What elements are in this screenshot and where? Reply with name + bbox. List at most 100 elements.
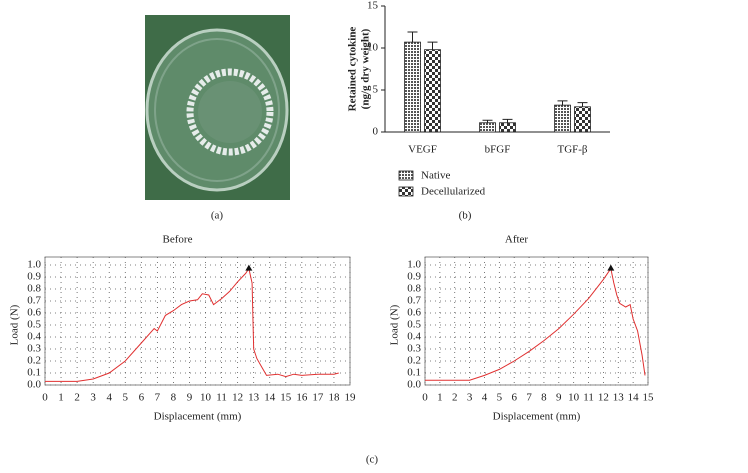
y-tick-label: 0.7: [27, 295, 41, 307]
bar: [554, 104, 571, 133]
x-tick-label: 7: [526, 392, 532, 404]
error-bar: [482, 119, 493, 123]
y-tick-label: 0.6: [407, 307, 421, 319]
y-tick-label: 10: [367, 42, 379, 54]
x-tick-label: 8: [171, 392, 177, 404]
x-tick-label: 14: [264, 392, 276, 404]
y-tick-label: 0.8: [407, 283, 421, 295]
photo: [145, 15, 290, 200]
x-tick-label: 8: [541, 392, 547, 404]
load-curve: [45, 267, 339, 382]
panel-label: (c): [366, 454, 379, 466]
bar: [574, 106, 591, 133]
x-tick-label: 11: [216, 392, 227, 404]
x-axis-label: Displacement (mm): [154, 411, 242, 423]
x-tick-label: TGF-β: [557, 144, 587, 156]
y-tick-label: 0: [373, 126, 379, 138]
panel-label: (a): [211, 210, 224, 222]
y-tick-label: 1.0: [27, 259, 41, 271]
y-tick-label: 0.7: [407, 295, 421, 307]
error-bar: [502, 118, 513, 123]
x-tick-label: 10: [200, 392, 212, 404]
legend-label: Decellularized: [421, 186, 486, 198]
x-tick-label: 5: [123, 392, 129, 404]
y-tick-label: 0.6: [27, 307, 41, 319]
x-tick-label: bFGF: [485, 144, 511, 156]
y-tick-label: 1.0: [407, 259, 421, 271]
y-tick-label: 0.4: [407, 331, 421, 343]
x-tick-label: 2: [452, 392, 458, 404]
y-tick-label: 0.8: [27, 283, 41, 295]
x-tick-label: 12: [232, 392, 243, 404]
y-tick-label: 0.3: [27, 343, 41, 355]
x-tick-label: 13: [613, 392, 625, 404]
x-tick-label: 3: [467, 392, 473, 404]
plot-frame: [44, 256, 351, 386]
x-tick-label: 4: [106, 392, 112, 404]
x-tick-label: 9: [187, 392, 193, 404]
y-tick-label: 0.2: [27, 355, 41, 367]
error-bar: [427, 41, 438, 50]
x-tick-label: VEGF: [408, 144, 437, 156]
y-tick-label: 0.4: [27, 331, 41, 343]
x-tick-label: 5: [497, 392, 503, 404]
y-axis-label: (ng/g dry weight): [360, 28, 372, 109]
x-tick-label: 3: [90, 392, 96, 404]
chart-title: After: [505, 234, 529, 246]
x-axis-label: Displacement (mm): [493, 411, 581, 423]
y-tick-label: 0.5: [407, 319, 421, 331]
x-tick-label: 18: [328, 392, 340, 404]
y-tick-label: 0.1: [407, 367, 421, 379]
y-axis-label: Load (N): [389, 304, 401, 345]
y-tick-label: 0.1: [27, 367, 41, 379]
y-axis-label: Retained cytokine: [347, 27, 359, 112]
bar: [404, 41, 421, 133]
x-tick-label: 16: [296, 392, 308, 404]
y-tick-label: 15: [367, 0, 379, 12]
plot-frame: [424, 256, 649, 386]
peak-marker: [607, 264, 615, 271]
x-tick-label: 4: [482, 392, 488, 404]
load-curve: [425, 267, 646, 381]
x-tick-label: 6: [511, 392, 517, 404]
peak-marker: [245, 264, 253, 271]
y-tick-label: 0.2: [407, 355, 421, 367]
bar: [479, 122, 496, 133]
x-tick-label: 7: [155, 392, 161, 404]
chart-title: Before: [163, 234, 193, 246]
error-bar: [407, 31, 418, 43]
x-tick-label: 14: [628, 392, 640, 404]
y-tick-label: 0.5: [27, 319, 41, 331]
y-tick-label: 5: [373, 84, 379, 96]
x-tick-label: 2: [74, 392, 80, 404]
x-tick-label: 12: [598, 392, 609, 404]
x-tick-label: 0: [42, 392, 48, 404]
error-bar: [577, 102, 588, 107]
x-tick-label: 19: [345, 392, 357, 404]
x-tick-label: 15: [280, 392, 292, 404]
y-tick-label: 0.3: [407, 343, 421, 355]
legend-label: Native: [421, 170, 450, 182]
x-tick-label: 10: [568, 392, 580, 404]
y-tick-label: 0.0: [407, 379, 421, 391]
x-tick-label: 17: [312, 392, 324, 404]
y-tick-label: 0.0: [27, 379, 41, 391]
x-tick-label: 11: [583, 392, 594, 404]
y-axis-label: Load (N): [9, 304, 21, 345]
y-tick-label: 0.9: [27, 271, 41, 283]
x-tick-label: 9: [556, 392, 562, 404]
error-bar: [557, 100, 568, 106]
x-tick-label: 1: [58, 392, 64, 404]
x-tick-label: 15: [643, 392, 655, 404]
legend-swatch: [398, 186, 414, 197]
panel-label: (b): [459, 210, 472, 222]
legend-swatch: [398, 170, 414, 181]
x-tick-label: 1: [437, 392, 443, 404]
y-tick-label: 0.9: [407, 271, 421, 283]
bar: [499, 122, 516, 133]
x-tick-label: 6: [139, 392, 145, 404]
bar: [424, 49, 441, 133]
x-tick-label: 0: [422, 392, 428, 404]
x-tick-label: 13: [248, 392, 260, 404]
